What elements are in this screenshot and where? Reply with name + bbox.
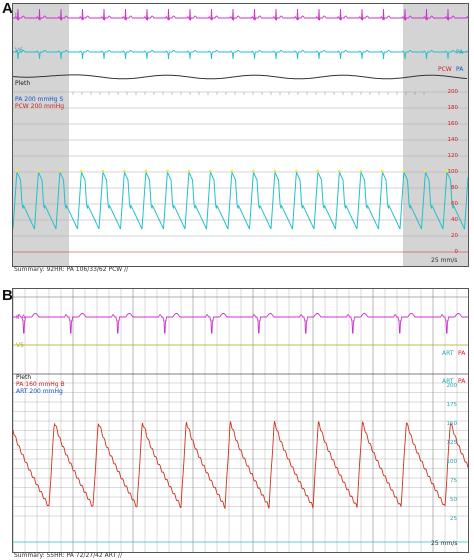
panel-b-pleth-label: Pleth [16, 374, 32, 381]
panel-a-tick: 20 [451, 233, 458, 239]
peak-marker [424, 169, 427, 173]
panel-b-scale-pa: PA 160 mmHg B [16, 381, 65, 388]
panel-b-scale-art: ART 200 mmHg [16, 388, 63, 395]
peak-marker [338, 169, 341, 173]
peak-marker [37, 169, 40, 173]
peak-marker [381, 169, 384, 173]
peak-marker [101, 169, 105, 173]
peak-marker [295, 169, 298, 173]
peak-marker [252, 169, 255, 173]
panel-b-right-pa2: PA [458, 378, 466, 385]
pa-pressure-trace [13, 170, 468, 230]
panel-b-paper-speed: 25 mm/s [431, 540, 458, 547]
panel-b-waveforms [13, 289, 468, 552]
shaded-region-right [403, 4, 468, 266]
panel-a-lead2-label: V6 [15, 47, 23, 54]
panel-a-summary: Summary: 92HR: PA 106/33/62 PCW // [14, 266, 129, 273]
peak-marker [402, 169, 406, 173]
peak-marker [230, 169, 234, 173]
panel-b-tick: 175 [446, 402, 458, 408]
panel-b-tick: 50 [450, 497, 457, 503]
panel-a-tick: 160 [447, 121, 459, 127]
panel-b-tick: 100 [446, 459, 458, 465]
panel-a-tick: 100 [447, 169, 459, 175]
peak-marker [80, 169, 83, 173]
panel-b-lead2-label: V5 [16, 342, 24, 349]
recording-area [69, 4, 403, 266]
panel-a-waveforms [13, 4, 468, 266]
panel-a-tick: 120 [447, 153, 459, 159]
pleth-trace [13, 74, 468, 80]
panel-b-tick: 25 [450, 516, 457, 522]
peak-marker [166, 169, 169, 173]
peak-marker [187, 169, 191, 173]
panel-a-letter: A [2, 0, 13, 17]
panel-a-tracing: II V6 Pleth PA 200 mmHg S PCW 200 mmHg P… [12, 3, 469, 267]
panel-b-tick: 200 [446, 383, 458, 389]
panel-b-tracing: II A V5 Pleth PA 160 mmHg B ART 200 mmHg… [12, 288, 469, 553]
peak-marker [273, 169, 277, 173]
panel-a-paper-speed: 25 mm/s [431, 257, 458, 264]
peak-marker [15, 169, 19, 173]
ecg-lead-ii-trace [13, 8, 468, 21]
peak-marker [359, 169, 363, 173]
panel-a-tick: 0 [454, 249, 459, 255]
panel-a-tick: 180 [447, 105, 459, 111]
peak-marker [123, 169, 126, 173]
panel-b-lead1-label: II A [16, 314, 26, 321]
peak-marker [209, 169, 212, 173]
panel-a-tick: 200 [447, 89, 459, 95]
panel-a-tick: 60 [451, 201, 458, 207]
panel-b-summary: Summary: 55HR: PA 72/27/42 ART // [14, 552, 123, 559]
panel-b-right-pa1: PA [458, 350, 466, 357]
shaded-region-left [13, 4, 69, 266]
peak-marker [144, 169, 148, 173]
panel-a-tick: 40 [451, 217, 458, 223]
ecg-lead-ii-trace [13, 313, 468, 334]
peak-marker [316, 169, 320, 173]
panel-a-lead1-label: II [15, 12, 19, 19]
panel-b-tick: 150 [446, 421, 458, 427]
panel-a-pleth-label: Pleth [15, 80, 31, 87]
panel-a-right-pa1: PA [456, 66, 464, 73]
panel-b-letter: B [2, 287, 13, 304]
panel-a-tick: 80 [451, 185, 458, 191]
panel-a-right-pa2: PA [456, 49, 464, 56]
peak-marker [58, 169, 62, 173]
panel-a-scale-pcw: PCW 200 mmHg [15, 103, 65, 110]
panel-a-right-pcw: PCW [438, 66, 452, 73]
panel-b-tick: 75 [450, 478, 457, 484]
panel-b-tick: 125 [446, 440, 458, 446]
ecg-lead-v6-trace [13, 50, 468, 60]
pa-pressure-trace [13, 420, 468, 510]
panel-b-right-art1: ART [442, 350, 454, 357]
peak-marker [445, 169, 449, 173]
panel-a-scale-pa: PA 200 mmHg S [15, 96, 64, 103]
panel-a-tick: 140 [447, 137, 459, 143]
panel-b-right-art2: ART [442, 378, 454, 385]
